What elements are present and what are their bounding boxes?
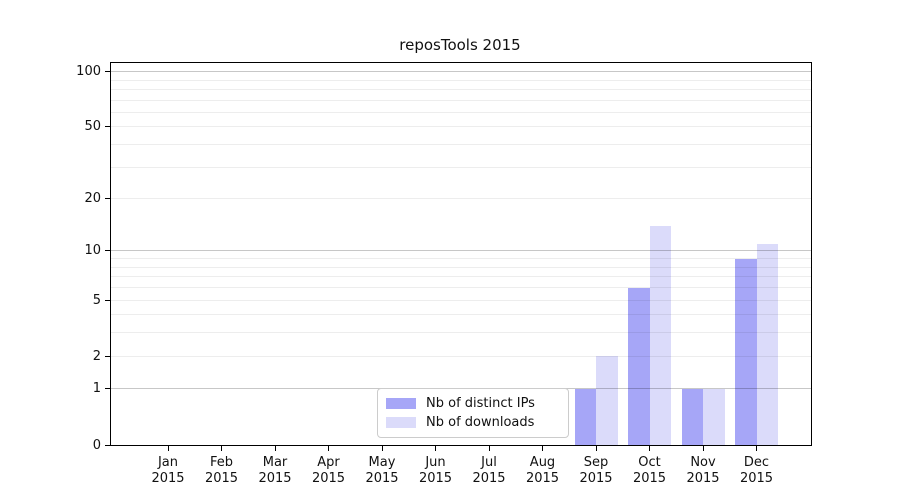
x-tick-year: 2015: [204, 471, 239, 486]
x-tick-month: Oct: [638, 455, 661, 470]
x-tick-month: Aug: [529, 455, 556, 470]
gridline-minor: [111, 276, 811, 278]
x-tick-label: Jun 2015: [404, 455, 468, 487]
legend-entry-downloads: Nb of downloads: [386, 413, 558, 432]
gridline-major: [111, 250, 811, 252]
legend-label-distinct-ips: Nb of distinct IPs: [426, 396, 535, 411]
gridline-minor: [111, 332, 811, 334]
x-tick-year: 2015: [418, 471, 453, 486]
legend-label-downloads: Nb of downloads: [426, 415, 535, 430]
bar-downloads: [596, 356, 618, 445]
gridline-minor: [111, 355, 811, 357]
x-tick-mark: [274, 446, 276, 451]
y-tick-label: 1: [92, 381, 101, 397]
x-tick-label: Mar 2015: [243, 455, 307, 487]
x-tick-year: 2015: [739, 471, 774, 486]
gridline-minor: [111, 126, 811, 128]
x-tick-label: Aug 2015: [511, 455, 575, 487]
y-tick-mark: [105, 198, 110, 200]
y-tick-label: 2: [92, 348, 101, 364]
legend-swatch-downloads: [386, 417, 416, 428]
y-tick-mark: [105, 444, 110, 446]
x-tick-mark: [595, 446, 597, 451]
y-tick-label: 50: [84, 119, 101, 135]
x-tick-mark: [756, 446, 757, 451]
x-tick-label: Oct 2015: [618, 455, 682, 487]
x-tick-mark: [488, 446, 490, 451]
x-tick-year: 2015: [311, 471, 346, 486]
x-tick-label: Jan 2015: [136, 455, 200, 487]
x-tick-mark: [328, 446, 329, 451]
x-tick-year: 2015: [579, 471, 613, 486]
bar-downloads: [703, 388, 725, 445]
gridline-major: [111, 71, 811, 73]
y-tick-mark: [105, 71, 110, 73]
x-tick-label: May 2015: [350, 455, 414, 487]
y-tick-label: 0: [92, 437, 101, 453]
x-tick-month: Mar: [262, 455, 288, 470]
y-tick-label: 5: [92, 292, 101, 308]
x-tick-year: 2015: [365, 471, 399, 486]
y-tick-mark: [105, 126, 110, 128]
y-tick-mark: [105, 250, 110, 252]
x-tick-month: May: [368, 455, 396, 470]
legend-swatch-distinct-ips: [386, 398, 416, 409]
bar-downloads: [649, 225, 671, 445]
x-tick-month: Apr: [317, 455, 340, 470]
x-tick-month: Feb: [209, 455, 234, 470]
y-tick-mark: [105, 388, 110, 390]
gridline-minor: [111, 79, 811, 81]
gridline-minor: [111, 88, 811, 90]
chart-title: reposTools 2015: [399, 36, 521, 54]
bar-distinct-ips: [574, 388, 596, 445]
bar-distinct-ips: [681, 388, 703, 445]
x-tick-label: Dec 2015: [725, 455, 789, 487]
legend: Nb of distinct IPs Nb of downloads: [377, 388, 569, 438]
x-tick-year: 2015: [686, 471, 720, 486]
x-tick-month: Jul: [481, 455, 497, 470]
bar-distinct-ips: [735, 258, 757, 445]
x-tick-label: Jul 2015: [457, 455, 521, 487]
legend-entry-distinct-ips: Nb of distinct IPs: [386, 394, 558, 413]
x-tick-month: Jun: [425, 455, 446, 470]
bar-downloads: [756, 243, 778, 445]
y-tick-label: 10: [84, 243, 101, 259]
bar-distinct-ips: [628, 287, 650, 445]
x-tick-year: 2015: [525, 471, 560, 486]
gridline-minor: [111, 299, 811, 301]
x-tick-mark: [167, 446, 169, 451]
gridline-minor: [111, 166, 811, 168]
y-tick-mark: [105, 299, 110, 301]
gridline-minor: [111, 111, 811, 113]
x-tick-mark: [649, 446, 650, 451]
x-tick-mark: [435, 446, 436, 451]
gridline-minor: [111, 198, 811, 200]
x-tick-mark: [381, 446, 383, 451]
x-tick-label: Feb 2015: [190, 455, 254, 487]
x-tick-label: Sep 2015: [564, 455, 628, 487]
y-tick-label: 20: [84, 191, 101, 207]
x-tick-month: Sep: [583, 455, 609, 470]
x-tick-month: Nov: [690, 455, 716, 470]
x-tick-year: 2015: [258, 471, 292, 486]
gridline-minor: [111, 314, 811, 316]
gridline-minor: [111, 266, 811, 268]
x-tick-label: Apr 2015: [297, 455, 361, 487]
x-tick-mark: [542, 446, 543, 451]
y-tick-mark: [105, 355, 110, 357]
gridline-minor: [111, 258, 811, 260]
x-tick-month: Dec: [743, 455, 770, 470]
gridline-minor: [111, 99, 811, 101]
gridline-minor: [111, 144, 811, 146]
x-tick-mark: [221, 446, 222, 451]
x-tick-label: Nov 2015: [671, 455, 735, 487]
x-tick-year: 2015: [151, 471, 185, 486]
x-tick-mark: [702, 446, 704, 451]
x-tick-year: 2015: [472, 471, 506, 486]
y-tick-label: 100: [76, 64, 101, 80]
x-tick-month: Jan: [157, 455, 179, 470]
x-tick-year: 2015: [632, 471, 667, 486]
gridline-minor: [111, 287, 811, 289]
